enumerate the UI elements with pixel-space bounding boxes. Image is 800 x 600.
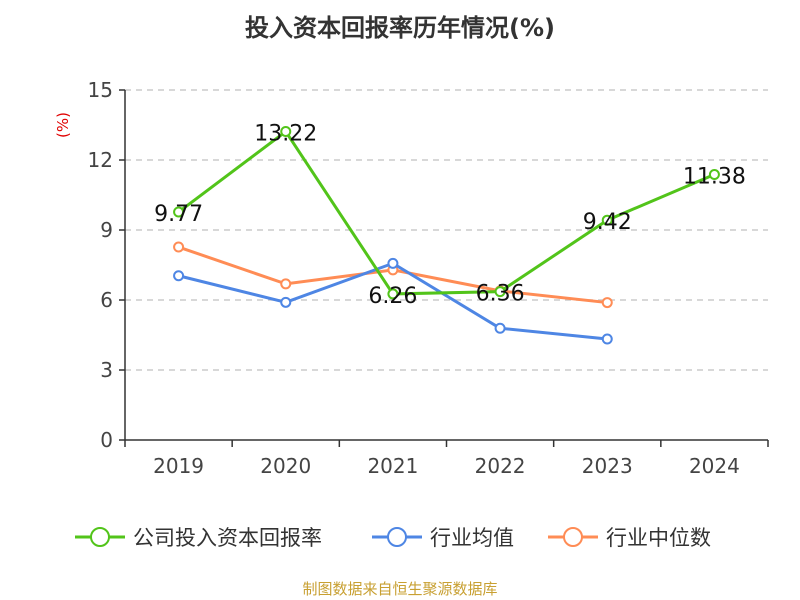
data-point (387, 257, 399, 269)
legend-label: 行业中位数 (606, 526, 711, 550)
data-point (494, 322, 506, 334)
legend-item-0: 公司投入资本回报率 (75, 526, 322, 550)
y-tick-label: 6 (100, 288, 113, 312)
legend-label: 行业均值 (430, 526, 514, 550)
legend-marker (90, 527, 110, 547)
data-point (494, 286, 506, 298)
series-1 (173, 257, 613, 345)
y-tick-label: 3 (100, 358, 113, 382)
legend-label: 公司投入资本回报率 (133, 526, 322, 550)
data-point (280, 296, 292, 308)
data-point (280, 126, 292, 138)
legend-item-2: 行业中位数 (548, 526, 711, 550)
x-tick-label: 2020 (260, 454, 311, 478)
data-point (280, 278, 292, 290)
y-axis-label: (%) (54, 112, 72, 138)
series-0 (173, 126, 720, 300)
y-tick-label: 15 (88, 78, 113, 102)
data-label: 9.42 (583, 210, 632, 235)
data-point (173, 241, 185, 253)
data-point (173, 206, 185, 218)
data-point (601, 214, 613, 226)
data-point (387, 288, 399, 300)
data-point (601, 297, 613, 309)
legend-item-1: 行业均值 (372, 526, 514, 550)
data-label: 11.38 (683, 164, 746, 189)
data-point (601, 333, 613, 345)
data-label: 13.22 (254, 122, 317, 147)
series-line (177, 129, 716, 296)
chart-title: 投入资本回报率历年情况(%) (245, 14, 555, 42)
data-label: 6.26 (368, 284, 417, 309)
legend-marker (387, 527, 407, 547)
y-tick-label: 12 (88, 148, 113, 172)
source-note: 制图数据来自恒生聚源数据库 (302, 580, 498, 598)
data-label: 9.77 (154, 202, 203, 227)
data-label: 6.36 (476, 282, 525, 307)
legend-marker (563, 527, 583, 547)
x-tick-label: 2024 (689, 454, 740, 478)
x-tick-label: 2021 (367, 454, 418, 478)
y-tick-label: 9 (100, 218, 113, 242)
data-point (173, 270, 185, 282)
y-tick-label: 0 (100, 428, 113, 452)
x-tick-label: 2022 (475, 454, 526, 478)
x-tick-label: 2023 (582, 454, 633, 478)
x-tick-label: 2019 (153, 454, 204, 478)
data-point (708, 168, 720, 180)
